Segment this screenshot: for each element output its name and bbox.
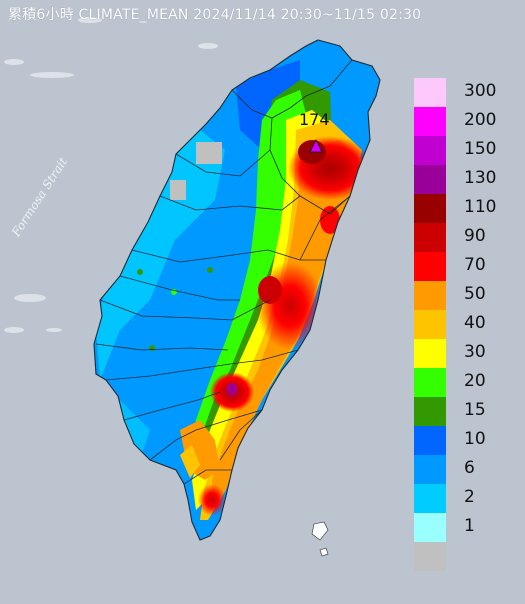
legend-swatch [414,339,446,368]
legend-swatch [414,136,446,165]
legend-row: 150 [414,136,510,165]
legend-label: 90 [464,226,486,246]
legend-label: 50 [464,284,486,304]
legend-label: 15 [464,400,486,420]
max-rainfall-value: 174 [299,110,330,129]
legend-swatch [414,484,446,513]
legend-row: 50 [414,281,510,310]
triangle-marker-icon [309,139,323,153]
max-rainfall-marker [309,139,323,153]
legend-swatch [414,513,446,542]
legend-label: 6 [464,458,475,478]
legend-row: 40 [414,310,510,339]
legend-label: 200 [464,110,497,130]
legend-swatch [414,426,446,455]
map-title: 累積6小時 CLIMATE_MEAN 2024/11/14 20:30~11/1… [8,7,422,23]
legend-row: 90 [414,223,510,252]
legend-label: 130 [464,168,497,188]
legend-row: 1 [414,513,510,542]
legend-row: 10 [414,426,510,455]
legend-swatch [414,281,446,310]
legend-row: 30 [414,339,510,368]
legend-row: 70 [414,252,510,281]
cloud-layer [4,17,218,333]
legend-swatch [414,165,446,194]
legend-label: 70 [464,255,486,275]
legend-label: 2 [464,487,475,507]
legend-row [414,542,510,571]
legend-label: 300 [464,81,497,101]
legend-row: 6 [414,455,510,484]
legend-swatch [414,107,446,136]
legend-label: 20 [464,371,486,391]
legend-swatch [414,397,446,426]
legend-row: 20 [414,368,510,397]
legend-label: 10 [464,429,486,449]
legend-swatch [414,78,446,107]
legend-swatch [414,194,446,223]
legend-swatch [414,252,446,281]
legend-label: 150 [464,139,497,159]
legend-swatch [414,223,446,252]
county-boundaries [93,39,381,541]
rainfall-legend: 300 200 150 130 110 90 70 50 40 30 20 15 10 6 2 1 [414,78,510,572]
legend-swatch [414,542,446,571]
legend-row: 15 [414,397,510,426]
legend-row: 300 [414,78,510,107]
legend-label: 1 [464,516,475,536]
small-islands [311,521,329,557]
legend-label: 40 [464,313,486,333]
legend-label: 30 [464,342,486,362]
legend-row: 110 [414,194,510,223]
legend-swatch [414,310,446,339]
legend-swatch [414,455,446,484]
legend-row: 130 [414,165,510,194]
legend-swatch [414,368,446,397]
legend-row: 2 [414,484,510,513]
legend-label: 110 [464,197,497,217]
legend-row: 200 [414,107,510,136]
